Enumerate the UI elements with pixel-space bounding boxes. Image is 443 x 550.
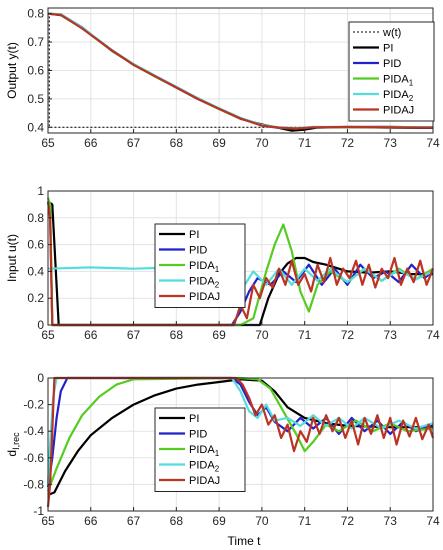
input-chart-x-tick-label: 72: [341, 328, 355, 342]
input-chart-y-tick-label: 0: [37, 318, 44, 332]
disturbance-chart-x-tick-label: 69: [212, 514, 226, 528]
output-chart-series-pidaj: [47, 12, 434, 130]
disturbance-chart-y-tick-label: -0.8: [23, 477, 44, 491]
time-axis-label: Time t: [228, 534, 262, 548]
input-chart-x-tick-label: 68: [170, 328, 184, 342]
output-chart-y-label: Output y(t): [5, 42, 19, 99]
input-chart-y-tick-label: 0.6: [27, 238, 44, 252]
disturbance-chart-y-label: dI,rec: [5, 432, 21, 457]
disturbance-chart-y-tick-label: -0.6: [23, 451, 44, 465]
disturbance-chart-x-tick-label: 68: [170, 514, 184, 528]
disturbance-chart-x-tick-label: 73: [384, 514, 398, 528]
input-chart-x-tick-label: 71: [298, 328, 312, 342]
disturbance-chart-x-tick-label: 66: [84, 514, 98, 528]
disturbance-chart-y-tick-label: -0.2: [23, 398, 44, 412]
output-chart-legend-label: PI: [383, 43, 393, 55]
input-chart-frame: [47, 190, 434, 326]
output-chart-x-tick-label: 69: [212, 136, 226, 150]
disturbance-chart-legend-label: PIDA1: [189, 444, 220, 458]
output-chart-x-tick-label: 74: [426, 136, 440, 150]
output-chart-y-tick-label: 0.8: [27, 7, 44, 21]
output-chart-x-ticks: 65 66 67 68 69 70 71 72 73 74: [41, 129, 440, 150]
output-chart-legend-box: [348, 21, 435, 122]
output-chart-x-tick-label: 66: [84, 136, 98, 150]
input-chart-x-tick-label: 65: [41, 328, 55, 342]
output-chart-x-tick-label: 73: [384, 136, 398, 150]
input-chart-y-tick-label: 1: [37, 184, 44, 198]
disturbance-chart-x-tick-label: 74: [426, 514, 440, 528]
disturbance-chart-x-ticks: 65 66 67 68 69 70 71 72 73 74: [41, 507, 440, 528]
disturbance-chart-x-tick-label: 71: [298, 514, 312, 528]
output-chart-legend-label: w(t): [382, 27, 401, 39]
input-chart-x-tick-label: 70: [255, 328, 269, 342]
disturbance-chart-y-label-main: d: [5, 450, 19, 457]
output-chart-x-tick-label: 65: [41, 136, 55, 150]
input-chart-x-tick-label: 73: [384, 328, 398, 342]
disturbance-chart-legend-label: PID: [189, 429, 207, 441]
output-chart-x-tick-label: 67: [127, 136, 141, 150]
disturbance-chart-legend-label: PIDAJ: [189, 475, 220, 487]
input-chart-series-pidaj: [46, 201, 435, 327]
output-chart-y-tick-label: 0.7: [27, 35, 44, 49]
input-chart: 65 66 67 68 69 70 71 72 73 74 0 0.2 0.4 0.6 0.8 1 Inpu…: [5, 184, 440, 342]
output-chart-legend-label: PIDA1: [383, 74, 414, 88]
input-chart-x-tick-label: 69: [212, 328, 226, 342]
disturbance-chart: 65 66 67 68 69 70 71 72 73 74 -1 -0.8 -0.6 -0.4 -0.2 0…: [5, 371, 440, 528]
disturbance-chart-frame: [47, 377, 434, 512]
disturbance-chart-x-tick-label: 70: [255, 514, 269, 528]
output-chart-legend-label: PIDAJ: [383, 105, 414, 117]
input-chart-legend-label: PID: [189, 245, 207, 257]
input-chart-legend-label: PIDA2: [189, 276, 220, 290]
disturbance-chart-y-label-sub: I,rec: [11, 432, 21, 450]
output-chart-y-tick-label: 0.5: [27, 92, 44, 106]
input-chart-x-tick-label: 74: [426, 328, 440, 342]
input-chart-x-ticks: 65 66 67 68 69 70 71 72 73 74: [41, 321, 440, 342]
disturbance-chart-legend-label: PI: [189, 413, 199, 425]
output-chart-x-tick-label: 71: [298, 136, 312, 150]
input-chart-y-tick-label: 0.2: [27, 291, 44, 305]
output-chart: 65 66 67 68 69 70 71 72 73 74 0.4 0.5 0.6 0.7 0.8 Out…: [5, 7, 440, 150]
disturbance-chart-series-pidaj: [46, 376, 435, 508]
disturbance-chart-y-tick-label: 0: [37, 371, 44, 385]
input-chart-y-ticks: 0 0.2 0.4 0.6 0.8 1: [27, 184, 52, 332]
input-chart-legend-label: PI: [189, 229, 199, 241]
disturbance-chart-x-tick-label: 65: [41, 514, 55, 528]
input-chart-x-tick-label: 67: [127, 328, 141, 342]
output-chart-x-tick-label: 72: [341, 136, 355, 150]
output-chart-legend-label: PID: [383, 58, 401, 70]
disturbance-chart-series-pid: [46, 376, 434, 488]
disturbance-chart-legend-label: PIDA2: [189, 460, 220, 474]
input-chart-y-tick-label: 0.8: [27, 211, 44, 225]
disturbance-chart-y-ticks: -1 -0.8 -0.6 -0.4 -0.2 0: [23, 371, 52, 518]
input-chart-legend-label: PIDA1: [189, 260, 220, 274]
output-chart-legend-label: PIDA2: [383, 89, 414, 103]
output-chart-x-tick-label: 70: [255, 136, 269, 150]
output-chart-y-ticks: 0.4 0.5 0.6 0.7 0.8: [27, 7, 52, 134]
disturbance-chart-x-tick-label: 72: [341, 514, 355, 528]
input-chart-y-tick-label: 0.4: [27, 264, 44, 278]
output-chart-y-tick-label: 0.4: [27, 120, 44, 134]
output-chart-x-tick-label: 68: [170, 136, 184, 150]
output-chart-y-tick-label: 0.6: [27, 64, 44, 78]
input-chart-x-tick-label: 66: [84, 328, 98, 342]
disturbance-chart-y-tick-label: -1: [33, 504, 44, 518]
disturbance-chart-x-tick-label: 67: [127, 514, 141, 528]
input-chart-y-label: Input u(t): [5, 234, 19, 282]
disturbance-chart-y-tick-label: -0.4: [23, 424, 44, 438]
input-chart-legend-label: PIDAJ: [189, 291, 220, 303]
